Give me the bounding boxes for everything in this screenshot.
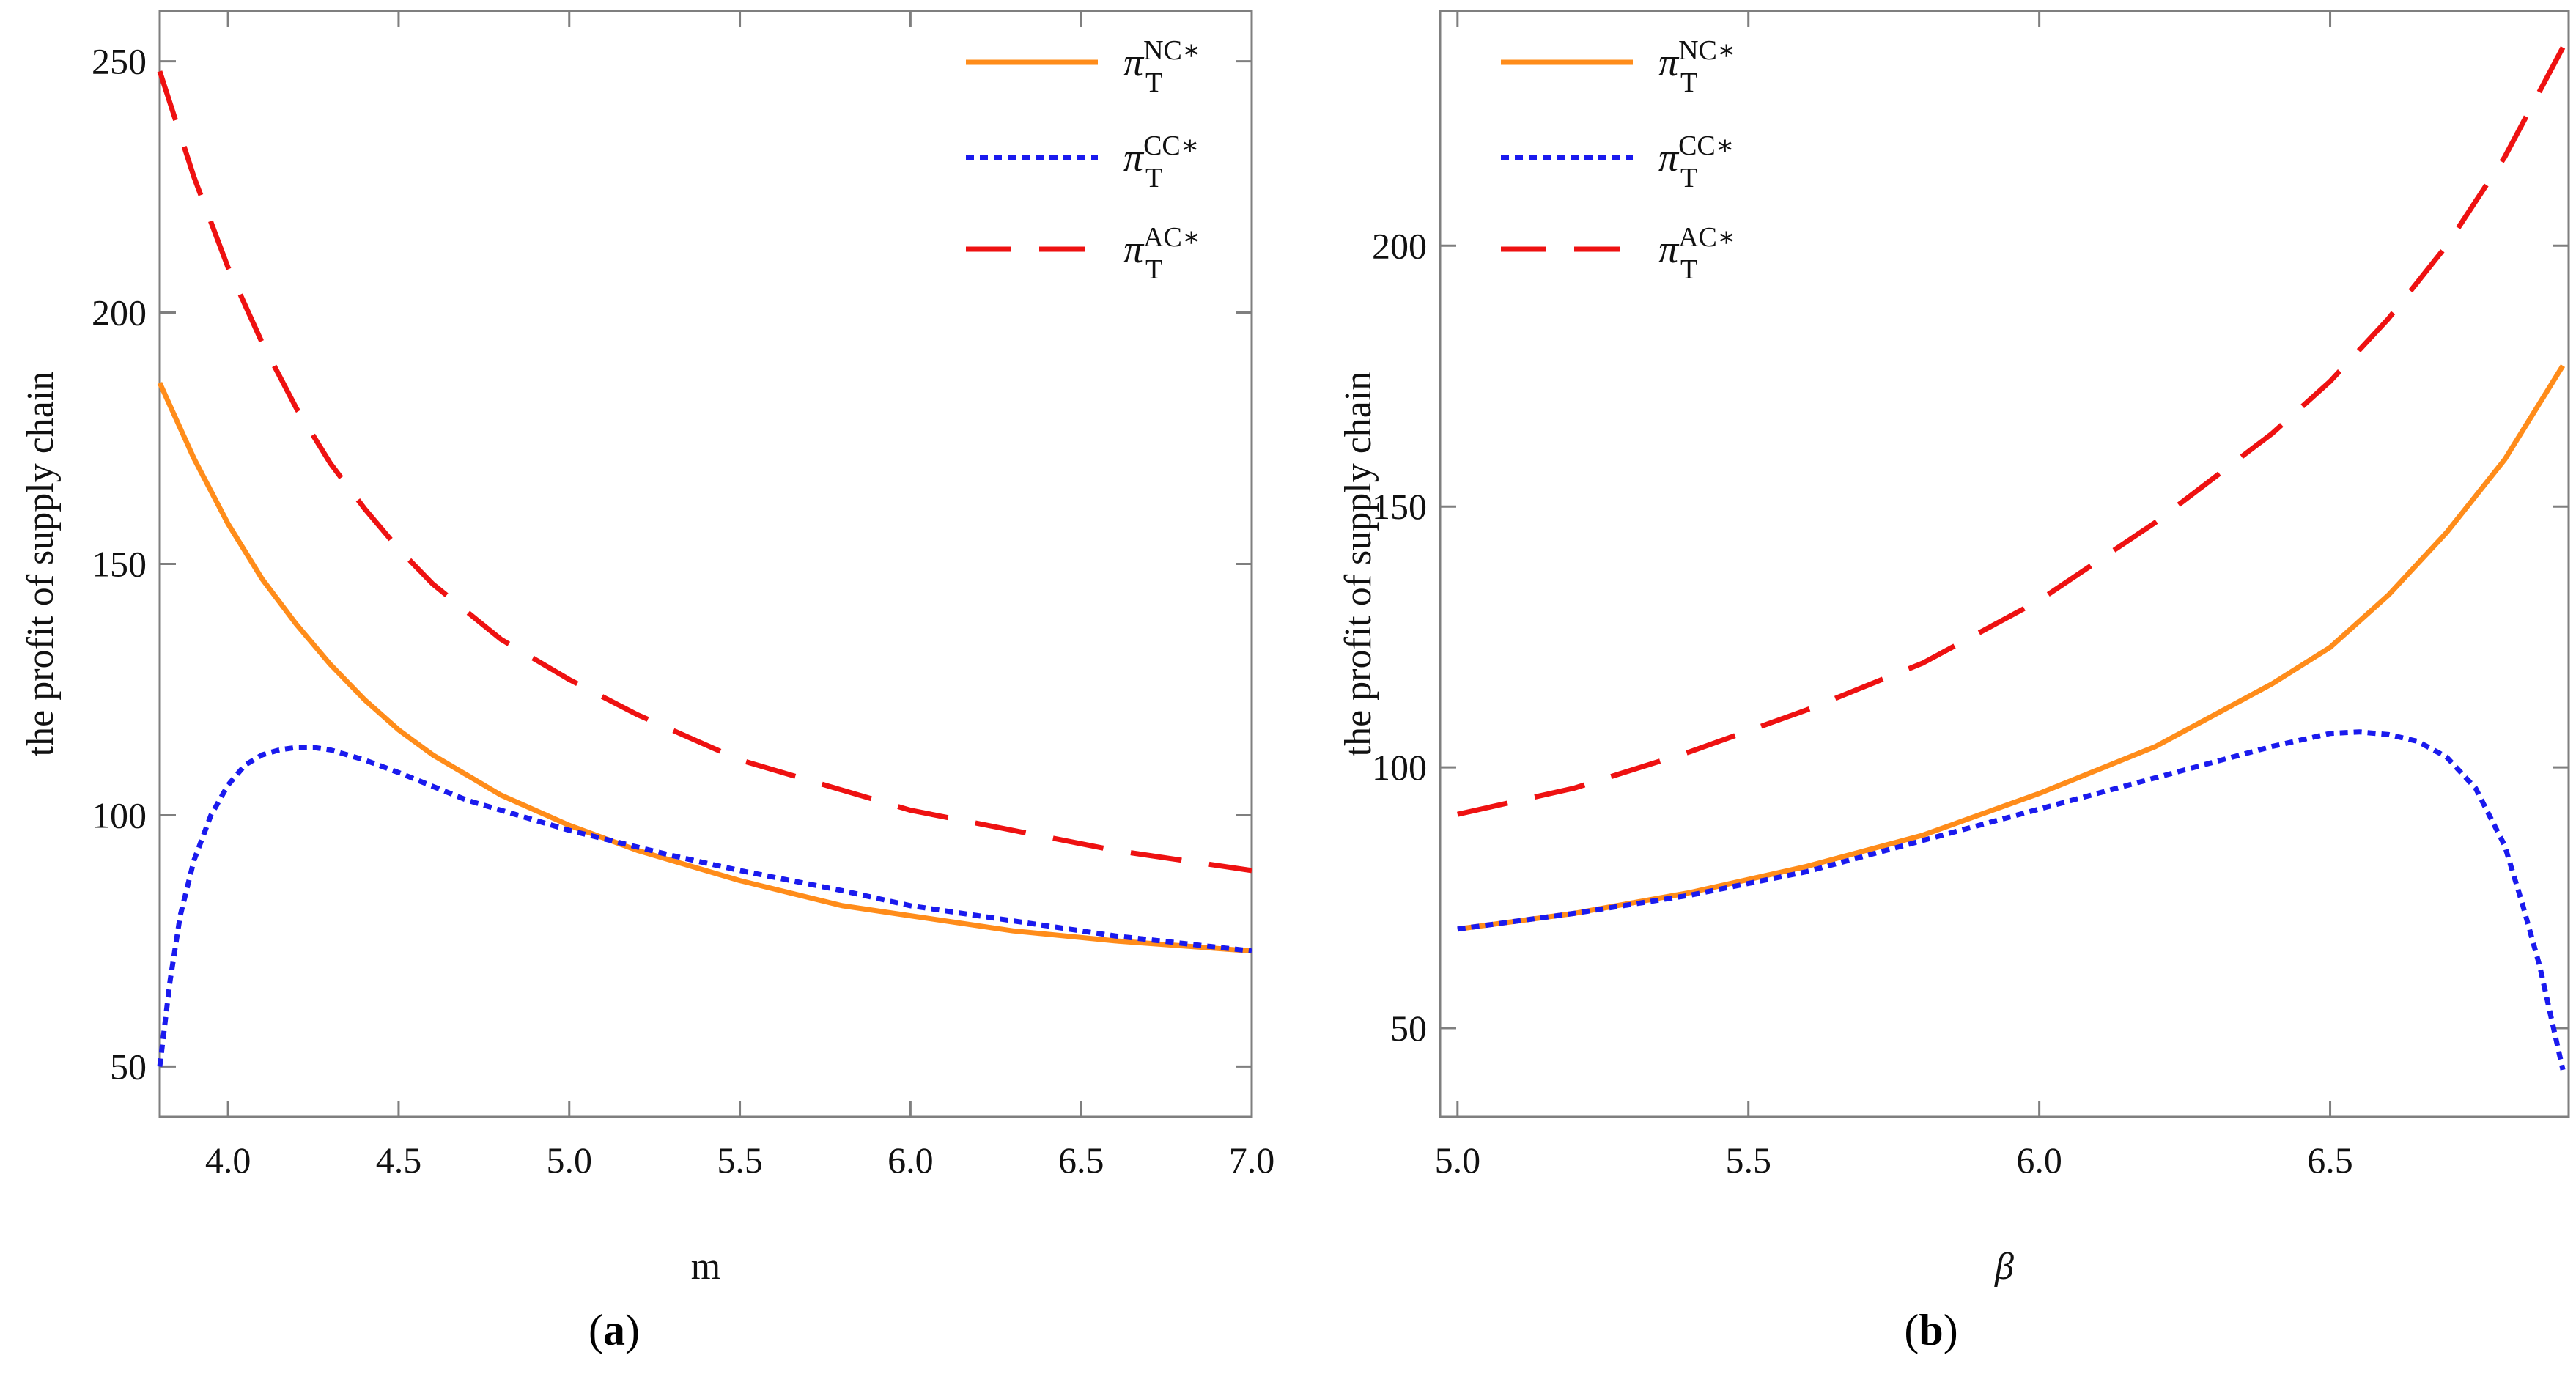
series-line-cc-a (157, 745, 1252, 1067)
legend-label-ac-a: πAC∗ T (1123, 222, 1201, 285)
x-tick-label-a: 5.0 (547, 1140, 593, 1181)
series-line-cc-b (1457, 729, 2566, 1071)
x-tick-label-a: 4.5 (376, 1140, 422, 1181)
x-tick-label-b: 6.5 (2307, 1140, 2353, 1181)
panel-a: 4.0 4.5 5.0 5.5 6.0 6.5 7.0 50 100 150 200 250 πNC∗ T… (20, 10, 1275, 1354)
y-axis-label-b: the profit of supply chain (1337, 372, 1379, 757)
y-tick-label-a: 150 (92, 544, 147, 585)
panel-caption-b: (b) (1904, 1306, 1957, 1354)
y-tick-label-b: 100 (1372, 747, 1427, 788)
legend-label-cc-a: πCC∗ T (1123, 130, 1200, 193)
x-tick-label-a: 6.0 (887, 1140, 934, 1181)
x-tick-label-a: 6.5 (1058, 1140, 1104, 1181)
series-line-ac-b (1457, 46, 2566, 817)
x-tick-label-b: 5.5 (1725, 1140, 1771, 1181)
x-tick-label-b: 6.0 (2016, 1140, 2062, 1181)
legend-label-cc-b: πCC∗ T (1658, 130, 1735, 193)
legend-label-ac-b: πAC∗ T (1658, 222, 1736, 285)
plot-frame-a (158, 10, 1253, 1118)
y-axis-label-a: the profit of supply chain (20, 372, 62, 757)
panel-caption-a: (a) (588, 1306, 640, 1354)
plot-frame-b (1439, 10, 2570, 1118)
y-tick-label-a: 50 (110, 1046, 147, 1087)
x-tick-label-a: 5.5 (717, 1140, 763, 1181)
y-tick-label-a: 250 (92, 41, 147, 82)
x-tick-label-a: 7.0 (1229, 1140, 1275, 1181)
x-axis-label-a: m (691, 1246, 720, 1288)
y-tick-label-b: 150 (1372, 486, 1427, 527)
x-tick-label-a: 4.0 (205, 1140, 251, 1181)
y-tick-label-b: 50 (1390, 1008, 1427, 1049)
x-tick-label-b: 5.0 (1435, 1140, 1481, 1181)
y-tick-label-b: 200 (1372, 225, 1427, 266)
y-tick-label-a: 100 (92, 794, 147, 835)
legend-label-nc-b: πNC∗ T (1658, 35, 1736, 98)
y-tick-label-a: 200 (92, 292, 147, 333)
x-axis-label-b: β (1994, 1246, 2014, 1288)
legend-label-nc-a: πNC∗ T (1123, 35, 1201, 98)
series-line-nc-a (157, 382, 1252, 954)
series-line-nc-b (1457, 364, 2566, 932)
series-line-ac-a (157, 70, 1252, 874)
panel-b: 5.0 5.5 6.0 6.5 50 100 150 200 πNC∗ T πCC∗ T πAC∗ T β t… (1337, 10, 2570, 1354)
